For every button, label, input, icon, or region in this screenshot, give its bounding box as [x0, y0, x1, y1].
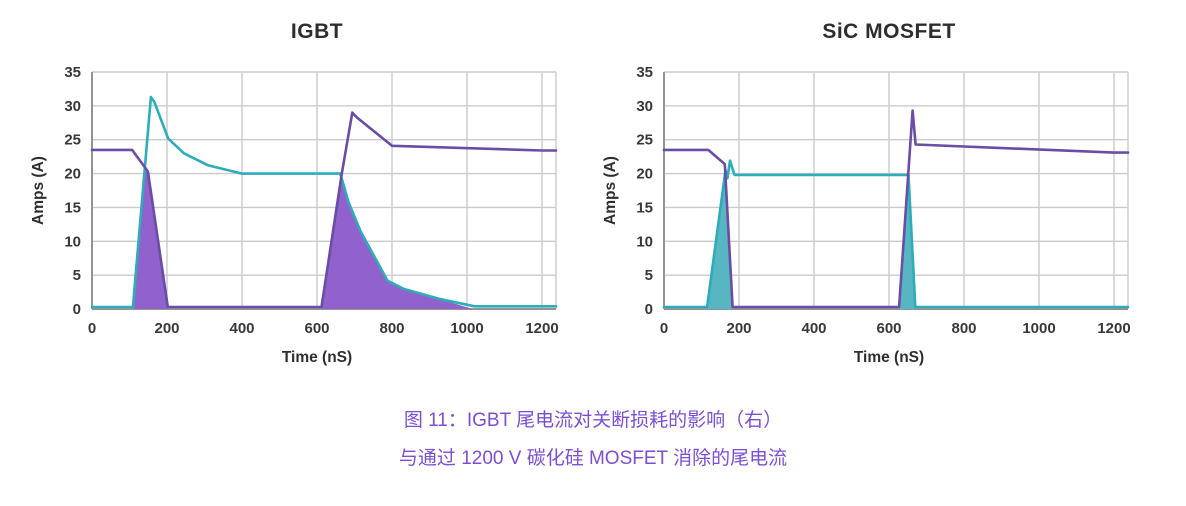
y-tick-label: 10	[636, 233, 653, 250]
figure-caption-line-1: 图 11：IGBT 尾电流对关断损耗的影响（右）	[403, 410, 783, 431]
y-tick-label: 5	[645, 267, 653, 284]
x-axis-label: Time (nS)	[854, 349, 924, 366]
y-axis-label: Amps (A)	[30, 156, 47, 225]
igbt-chart-title: IGBT	[290, 20, 344, 43]
area-turn-off-tail-current-loss	[321, 173, 473, 309]
x-tick-label: 1000	[1022, 320, 1055, 337]
x-tick-label: 0	[88, 320, 96, 337]
y-tick-label: 20	[64, 166, 81, 183]
y-tick-label: 0	[73, 301, 81, 318]
x-tick-label: 600	[304, 320, 329, 337]
y-tick-label: 15	[636, 199, 653, 216]
x-tick-label: 200	[726, 320, 751, 337]
y-axis-label: Amps (A)	[602, 156, 619, 225]
x-tick-label: 800	[379, 320, 404, 337]
x-tick-label: 1000	[450, 320, 483, 337]
x-tick-label: 1200	[525, 320, 558, 337]
figure-caption-line-2: 与通过 1200 V 碳化硅 MOSFET 消除的尾电流	[398, 448, 788, 469]
y-tick-label: 35	[636, 64, 653, 81]
series-switch-current-teal	[662, 159, 1130, 309]
y-tick-label: 10	[64, 233, 81, 250]
igbt-chart-panel: IGBT 0 200 400 600 800 1000 1200 0 5 10 15 20 25 30 35…	[28, 12, 588, 366]
y-tick-label: 30	[64, 98, 81, 115]
x-tick-label: 400	[801, 320, 826, 337]
x-tick-label: 800	[951, 320, 976, 337]
series-switch-current-teal	[90, 95, 558, 309]
area-turn-off-overlap-loss	[899, 174, 916, 309]
series-complementary-current-purple	[90, 111, 558, 309]
x-tick-label: 0	[660, 320, 668, 337]
x-axis-label: Time (nS)	[282, 349, 352, 366]
y-tick-label: 25	[64, 132, 81, 149]
charts-row: IGBT 0 200 400 600 800 1000 1200 0 5 10 15 20 25 30 35…	[28, 12, 1160, 366]
x-tick-label: 1200	[1097, 320, 1130, 337]
x-tick-label: 600	[876, 320, 901, 337]
y-tick-label: 0	[645, 301, 653, 318]
x-tick-label: 400	[229, 320, 254, 337]
sic-mosfet-chart-canvas: 0 200 400 600 800 1000 1200 0 5 10 15 20 25 30 35 Time …	[602, 64, 1131, 366]
sic-mosfet-chart-panel: SiC MOSFET 0 200 400 600 800 1000 1200 0 5 10 15 20…	[600, 12, 1160, 366]
y-tick-label: 20	[636, 166, 653, 183]
igbt-chart-canvas: 0 200 400 600 800 1000 1200 0 5 10 15 20 25 30 35 Time …	[30, 64, 559, 366]
y-tick-label: 5	[73, 267, 81, 284]
y-tick-label: 30	[636, 98, 653, 115]
series-complementary-current-purple	[662, 109, 1130, 309]
y-tick-label: 35	[64, 64, 81, 81]
x-tick-label: 200	[154, 320, 179, 337]
y-tick-label: 15	[64, 199, 81, 216]
y-tick-label: 25	[636, 132, 653, 149]
figure-caption: 图 11：IGBT 尾电流对关断损耗的影响（右） 与通过 1200 V 碳化硅 …	[0, 402, 1186, 478]
sic-mosfet-chart-title: SiC MOSFET	[822, 20, 956, 43]
